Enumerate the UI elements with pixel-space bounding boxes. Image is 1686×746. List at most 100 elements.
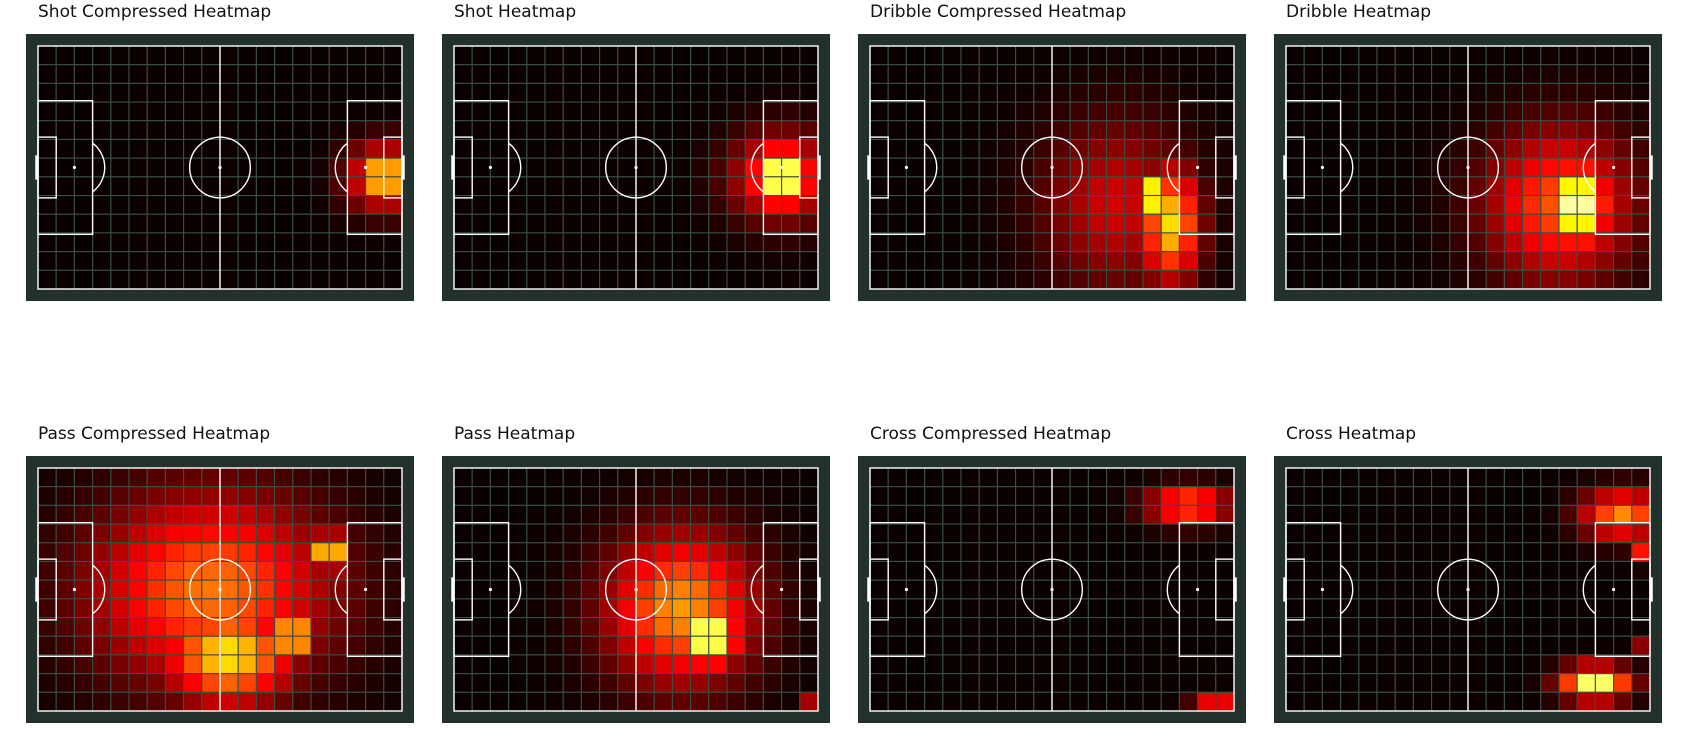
heatmap-cell — [1394, 542, 1414, 563]
heatmap-cell — [744, 673, 764, 693]
heatmap-cell — [508, 269, 528, 290]
heatmap-cell — [744, 213, 764, 234]
heatmap-cell — [1358, 157, 1378, 178]
heatmap-cell — [869, 82, 889, 103]
heatmap-cell — [1178, 176, 1199, 197]
heatmap-cell — [960, 176, 980, 197]
heatmap-cell — [489, 64, 510, 84]
heatmap-cell — [1069, 101, 1089, 122]
heatmap-cell — [617, 673, 637, 693]
heatmap-cell — [164, 176, 185, 197]
heatmap-cell — [1558, 251, 1578, 271]
heatmap-cell — [1558, 138, 1578, 159]
heatmap-cell — [365, 64, 385, 84]
heatmap-cell — [978, 523, 998, 544]
heatmap-cell — [744, 523, 764, 544]
heatmap-cell — [128, 120, 148, 141]
heatmap-cell — [1124, 120, 1144, 141]
heatmap-cell — [37, 486, 57, 506]
heatmap-cell — [1160, 504, 1180, 525]
heatmap-cell — [942, 82, 962, 103]
heatmap-cell — [690, 157, 710, 178]
heatmap-cell — [1142, 560, 1162, 581]
heatmap-cell — [762, 82, 783, 103]
heatmap-cell — [526, 504, 546, 525]
heatmap-cell — [274, 579, 294, 600]
heatmap-cell — [726, 598, 746, 619]
heatmap-cell — [690, 213, 710, 234]
heatmap-cell — [924, 82, 944, 103]
heatmap-cell — [146, 176, 166, 197]
heatmap-cell — [978, 616, 998, 637]
heatmap-cell — [274, 616, 294, 637]
heatmap-cell — [671, 213, 692, 234]
center-circle — [188, 136, 252, 199]
heatmap-cell — [1285, 654, 1305, 675]
heatmap-cell — [1522, 542, 1542, 563]
heatmap-cell — [164, 467, 185, 488]
heatmap-cell — [310, 579, 330, 600]
heatmap-cell — [237, 157, 257, 178]
heatmap-cell — [201, 232, 221, 253]
heatmap-cell — [1431, 120, 1451, 141]
heatmap-cell — [55, 251, 75, 271]
heatmap-cell — [1467, 598, 1487, 619]
heatmap-cell — [960, 635, 980, 656]
heatmap-cell — [1340, 120, 1360, 141]
heatmap-cell — [617, 654, 637, 675]
heatmap-cell — [310, 213, 330, 234]
heatmap-cell — [1124, 176, 1144, 197]
heatmap-cell — [1321, 467, 1342, 488]
heatmap-cell — [489, 504, 510, 525]
heatmap-cell — [653, 269, 673, 290]
heatmap-cell — [310, 120, 330, 141]
heatmap-cell — [274, 45, 294, 66]
heatmap-cell — [960, 120, 980, 141]
heatmap-cell — [599, 673, 619, 693]
heatmap-cell — [1303, 251, 1323, 271]
heatmap-cell — [653, 64, 673, 84]
heatmap-cell — [924, 120, 944, 141]
heatmap-cell — [346, 213, 367, 234]
heatmap-cell — [653, 691, 673, 712]
heatmap-cell — [55, 673, 75, 693]
heatmap-cell — [1467, 673, 1487, 693]
heatmap-cell — [1197, 45, 1217, 66]
heatmap-cell — [365, 673, 385, 693]
heatmap-cell — [1394, 138, 1414, 159]
heatmap-cell — [690, 467, 710, 488]
heatmap-cell — [781, 157, 801, 178]
heatmap-cell — [1376, 176, 1396, 197]
heatmap-cell — [255, 213, 276, 234]
heatmap-cell — [164, 82, 185, 103]
heatmap-cell — [1467, 251, 1487, 271]
heatmap-cell — [1358, 213, 1378, 234]
heatmap-cell — [1321, 579, 1342, 600]
heatmap-cell — [292, 138, 312, 159]
heatmap-cell — [887, 523, 907, 544]
heatmap-cell — [1178, 467, 1199, 488]
heatmap-cell — [580, 138, 601, 159]
heatmap-cell — [526, 138, 546, 159]
heatmap-cell — [1449, 232, 1469, 253]
heatmap-cell — [580, 176, 601, 197]
heatmap-cell — [526, 64, 546, 84]
heatmap-cell — [799, 579, 819, 600]
heatmap-cell — [73, 673, 94, 693]
heatmap-cell — [328, 194, 348, 215]
heatmap-cell — [1197, 467, 1217, 488]
heatmap-cell — [274, 269, 294, 290]
heatmap-cell — [1467, 82, 1487, 103]
heatmap-cell — [92, 635, 112, 656]
heatmap-cell — [671, 635, 692, 656]
heatmap-cell — [73, 251, 94, 271]
heatmap-cell — [1594, 691, 1615, 712]
heatmap-cell — [580, 120, 601, 141]
goal-area-left — [1285, 136, 1305, 199]
heatmap-cell — [708, 251, 728, 271]
heatmap-cell — [781, 232, 801, 253]
penalty-arc-left — [924, 564, 938, 615]
heatmap-cell — [489, 598, 510, 619]
heatmap-cell — [708, 138, 728, 159]
heatmap-cell — [365, 232, 385, 253]
